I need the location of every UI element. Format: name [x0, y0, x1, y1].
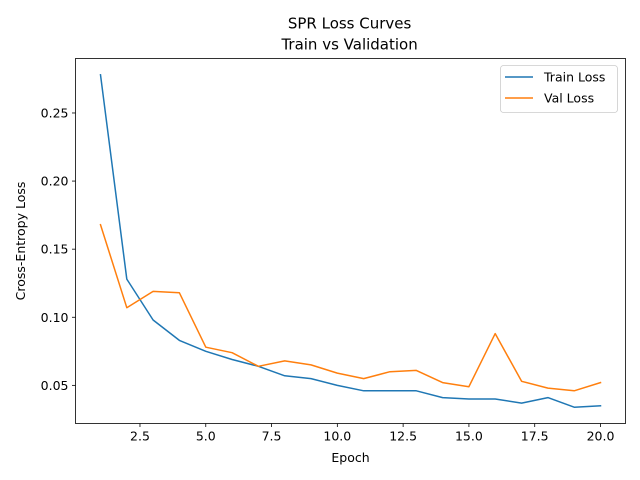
y-axis-label: Cross-Entropy Loss — [13, 182, 28, 301]
x-axis-label: Epoch — [331, 450, 369, 465]
legend-label-train-loss: Train Loss — [543, 70, 605, 85]
x-tick-label: 2.5 — [130, 429, 150, 444]
y-tick-label: 0.05 — [41, 378, 69, 393]
plot-frame — [75, 58, 626, 424]
chart-title: SPR Loss Curves — [288, 15, 412, 33]
x-tick-label: 10.0 — [323, 429, 351, 444]
y-tick-label: 0.10 — [41, 310, 69, 325]
x-tick-label: 17.5 — [521, 429, 549, 444]
legend-label-val-loss: Val Loss — [544, 91, 594, 106]
x-tick-label: 15.0 — [455, 429, 483, 444]
legend: Train Loss Val Loss — [500, 65, 618, 113]
x-tick-label: 7.5 — [262, 429, 282, 444]
x-tick-label: 5.0 — [196, 429, 216, 444]
series-lines — [99, 73, 602, 408]
y-tick-label: 0.15 — [41, 242, 69, 257]
series-line-val-loss — [99, 223, 602, 392]
series-line-train-loss — [99, 73, 602, 408]
chart-subtitle: Train vs Validation — [280, 36, 417, 54]
x-tick-label: 12.5 — [389, 429, 417, 444]
y-tick-label: 0.25 — [41, 105, 69, 120]
x-tick-label: 20.0 — [587, 429, 615, 444]
axis-ticks: 2.5 5.0 7.5 10.0 12.5 15.0 17.5 20.0 0.05 0.10 0.1… — [41, 105, 615, 443]
y-tick-label: 0.20 — [41, 174, 69, 189]
